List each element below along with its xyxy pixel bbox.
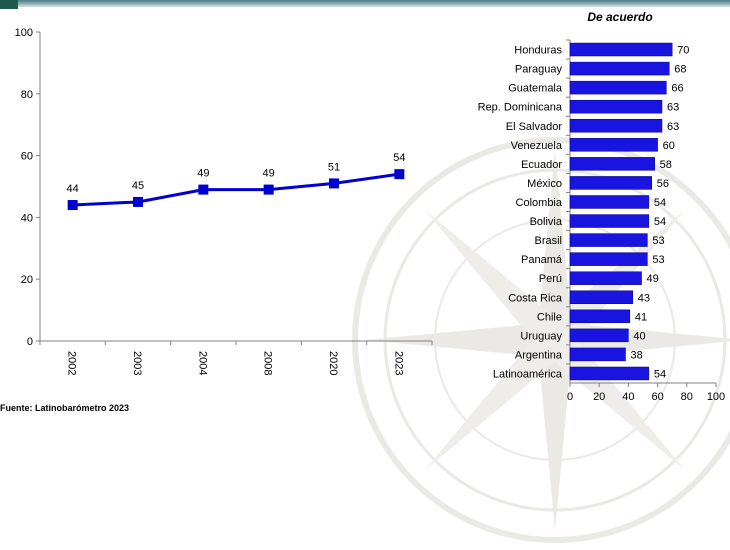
header-accent (0, 0, 18, 9)
x-tick-label: 2002 (66, 351, 78, 375)
category-label: Latinoamérica (493, 368, 563, 380)
data-label: 54 (654, 197, 666, 209)
x-tick-label: 80 (681, 391, 693, 403)
data-label: 56 (657, 178, 669, 190)
bar (569, 42, 673, 57)
data-label: 49 (263, 168, 275, 180)
bar (569, 195, 650, 209)
data-label: 41 (635, 311, 647, 323)
y-tick-label: 40 (21, 212, 33, 224)
data-label: 54 (654, 216, 666, 228)
bar (569, 366, 650, 381)
data-label: 53 (652, 235, 664, 247)
category-label: Paraguay (515, 64, 563, 76)
data-label: 60 (663, 140, 675, 152)
bar (569, 214, 650, 228)
category-label: Venezuela (511, 140, 563, 152)
bar (569, 138, 658, 152)
data-point (329, 178, 339, 189)
x-tick-label: 20 (593, 391, 605, 403)
data-label: 66 (671, 83, 683, 95)
data-point (67, 200, 78, 211)
y-tick-label: 80 (21, 89, 33, 101)
bar (569, 61, 670, 76)
x-tick-label: 2020 (327, 351, 339, 375)
y-tick-label: 100 (15, 27, 33, 39)
category-label: Ecuador (521, 159, 562, 171)
category-label: México (527, 178, 562, 190)
bar (569, 233, 648, 247)
x-tick-label: 2008 (262, 351, 274, 375)
bar (569, 176, 653, 190)
series-line (72, 172, 400, 207)
bar-chart-title: De acuerdo (587, 10, 652, 24)
bar (569, 80, 667, 95)
x-tick-label: 2004 (196, 351, 208, 375)
data-point (133, 196, 143, 207)
category-label: El Salvador (506, 121, 563, 133)
data-point (198, 184, 209, 195)
data-label: 51 (328, 161, 340, 173)
bar (569, 309, 631, 324)
data-point (394, 169, 405, 180)
data-label: 54 (393, 152, 405, 164)
y-tick-label: 20 (21, 274, 33, 286)
data-label: 49 (197, 168, 209, 180)
bar-chart: De acuerdo 0 20 40 60 80 100 Honduras 70 Paraguay… (478, 10, 726, 403)
data-label: 54 (654, 368, 666, 380)
y-tick-label: 0 (27, 336, 33, 348)
data-label: 45 (132, 180, 144, 192)
data-label: 40 (633, 330, 645, 342)
category-label: Bolivia (530, 216, 563, 228)
bar (569, 328, 629, 343)
x-tick-label: 40 (622, 391, 634, 403)
category-label: Chile (537, 311, 562, 323)
category-label: Argentina (515, 349, 563, 361)
data-label: 63 (667, 121, 679, 133)
category-label: Costa Rica (508, 292, 563, 304)
x-tick-label: 0 (567, 391, 573, 403)
data-label: 58 (660, 159, 672, 171)
source-note: Fuente: Latinobarómetro 2023 (0, 403, 130, 413)
data-label: 38 (630, 349, 642, 361)
y-tick-label: 60 (21, 151, 33, 163)
data-label: 43 (638, 292, 650, 304)
bar (569, 271, 642, 285)
bar (569, 119, 663, 133)
line-chart: 0 20 40 60 80 100 2002 2003 2004 2008 2020 2023 44 45… (15, 27, 433, 375)
x-tick-label: 2023 (392, 351, 404, 375)
x-tick-label: 60 (651, 391, 663, 403)
data-label: 70 (677, 45, 689, 57)
category-label: Panamá (521, 254, 563, 266)
data-label: 53 (652, 254, 664, 266)
data-label: 44 (67, 183, 79, 195)
category-label: Brasil (534, 235, 562, 247)
bar (569, 157, 655, 171)
data-label: 63 (667, 102, 679, 114)
data-label: 68 (674, 64, 686, 76)
bar (569, 252, 648, 266)
category-label: Rep. Dominicana (478, 102, 563, 114)
bar (569, 290, 634, 304)
bar (569, 99, 663, 114)
bar (569, 347, 626, 362)
header-bar (0, 0, 730, 7)
category-label: Uruguay (520, 330, 562, 342)
category-label: Colombia (516, 197, 563, 209)
category-label: Perú (539, 273, 562, 285)
data-label: 49 (647, 273, 659, 285)
category-label: Guatemala (508, 83, 563, 95)
x-tick-label: 2003 (131, 351, 143, 375)
category-label: Honduras (514, 45, 562, 57)
data-point (263, 184, 274, 195)
x-tick-label: 100 (707, 391, 725, 403)
